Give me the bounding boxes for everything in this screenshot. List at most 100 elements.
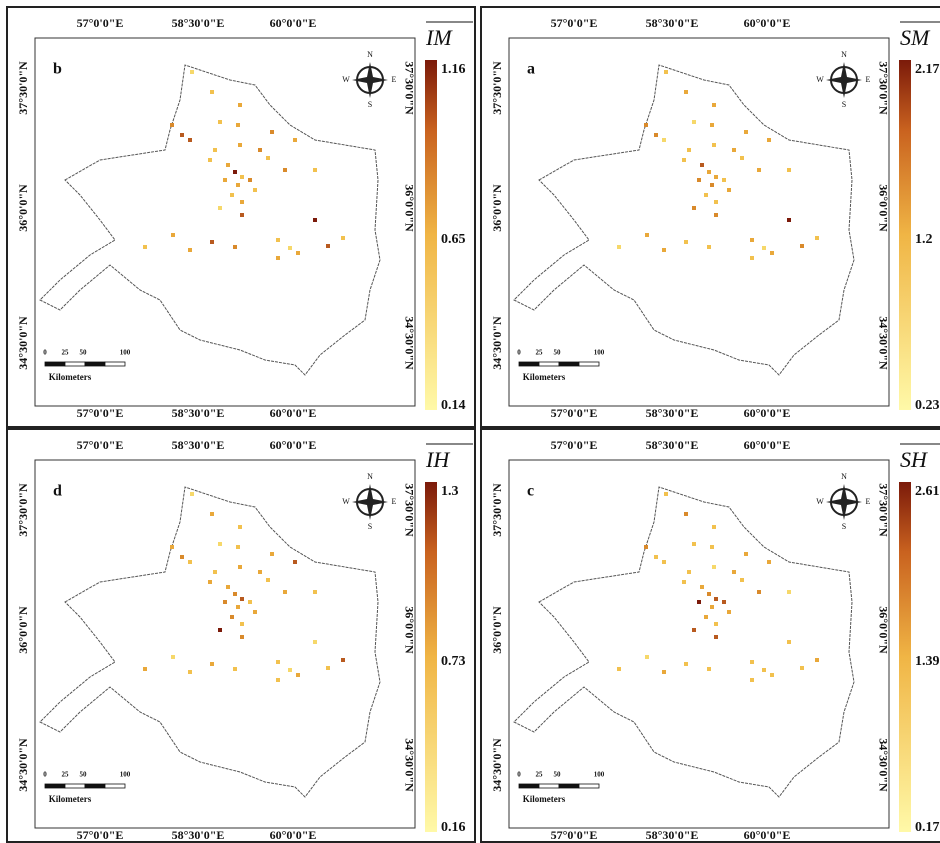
station (238, 143, 242, 147)
station (170, 545, 174, 549)
station (762, 246, 766, 250)
station (313, 640, 317, 644)
scale-tick: 0 (517, 771, 521, 779)
lat-label-right: 36°0'0"N (402, 184, 416, 232)
station (283, 168, 287, 172)
scale-segment (538, 783, 560, 789)
compass-west: W (342, 497, 350, 506)
station (744, 552, 748, 556)
station (188, 248, 192, 252)
station (767, 560, 771, 564)
scale-unit: Kilometers (523, 794, 566, 804)
station (296, 251, 300, 255)
station (714, 175, 718, 179)
legend-bar (899, 60, 911, 410)
lon-label-top: 57°0'0"E (551, 16, 598, 30)
station (714, 200, 718, 204)
legend-label: 0.14 (441, 398, 466, 413)
scale-unit: Kilometers (523, 372, 566, 382)
station (692, 628, 696, 632)
scale-segment (44, 783, 66, 789)
station (662, 560, 666, 564)
lat-label-right: 36°0'0"N (876, 184, 890, 232)
lon-label-top: 60°0'0"E (270, 16, 317, 30)
station (218, 120, 222, 124)
scale-tick: 25 (536, 771, 544, 779)
station (750, 678, 754, 682)
station (662, 138, 666, 142)
scale-tick: 100 (120, 349, 131, 357)
station (180, 555, 184, 559)
map-panel: 57°0'0"E 57°0'0"E 58°30'0"E 58°30'0"E 60°0'0… (6, 428, 476, 843)
compass-east: E (866, 75, 871, 84)
station (288, 668, 292, 672)
map-frame (34, 459, 416, 829)
compass-north: N (841, 50, 847, 59)
lat-label-left: 34°30'0"N (490, 738, 504, 792)
legend-label: 2.61 (915, 484, 940, 499)
scale-unit: Kilometers (49, 372, 92, 382)
station (240, 200, 244, 204)
map-frame (508, 37, 890, 407)
panel-label: d (53, 483, 62, 500)
station (288, 246, 292, 250)
station (727, 610, 731, 614)
station (233, 667, 237, 671)
panel-label: c (527, 483, 534, 500)
station (270, 130, 274, 134)
station (188, 560, 192, 564)
scale-tick: 0 (43, 771, 47, 779)
compass-east: E (392, 497, 397, 506)
station (707, 245, 711, 249)
lat-label-left: 36°0'0"N (490, 606, 504, 654)
station (226, 585, 230, 589)
station (712, 565, 716, 569)
lat-label-right: 36°0'0"N (402, 606, 416, 654)
scale-segment (64, 361, 86, 367)
scale-tick: 50 (80, 771, 88, 779)
lon-label-top: 58°30'0"E (172, 438, 225, 452)
legend-label: 1.39 (915, 654, 940, 669)
station (248, 600, 252, 604)
station (710, 545, 714, 549)
lon-label-top: 57°0'0"E (77, 438, 124, 452)
station (236, 605, 240, 609)
station (266, 156, 270, 160)
station (704, 193, 708, 197)
lon-label-top: 57°0'0"E (77, 16, 124, 30)
legend-label: 1.3 (441, 484, 459, 499)
station (750, 238, 754, 242)
station (800, 244, 804, 248)
station (787, 218, 791, 222)
scale-tick: 50 (554, 771, 562, 779)
station (283, 590, 287, 594)
lat-label-right: 34°30'0"N (876, 316, 890, 370)
station (770, 251, 774, 255)
station (684, 512, 688, 516)
station (815, 236, 819, 240)
panel-label: a (527, 61, 535, 78)
station (188, 670, 192, 674)
station (276, 256, 280, 260)
station (296, 673, 300, 677)
lon-label-top: 60°0'0"E (270, 438, 317, 452)
map-svg: 57°0'0"E 57°0'0"E 58°30'0"E 58°30'0"E 60°0'0… (490, 438, 940, 841)
compass-north: N (367, 472, 373, 481)
legend-label: 1.16 (441, 62, 466, 77)
station (233, 170, 237, 174)
station (190, 70, 194, 74)
lat-label-right: 34°30'0"N (402, 738, 416, 792)
legend-title: IH (425, 447, 450, 472)
lat-label-right: 37°30'0"N (876, 483, 890, 537)
compass-south: S (368, 100, 372, 109)
station (644, 545, 648, 549)
station (664, 492, 668, 496)
station (226, 163, 230, 167)
station (313, 590, 317, 594)
scale-tick: 100 (594, 349, 605, 357)
scale-segment (104, 361, 126, 367)
station (313, 168, 317, 172)
station (697, 600, 701, 604)
station (240, 213, 244, 217)
station (313, 218, 317, 222)
